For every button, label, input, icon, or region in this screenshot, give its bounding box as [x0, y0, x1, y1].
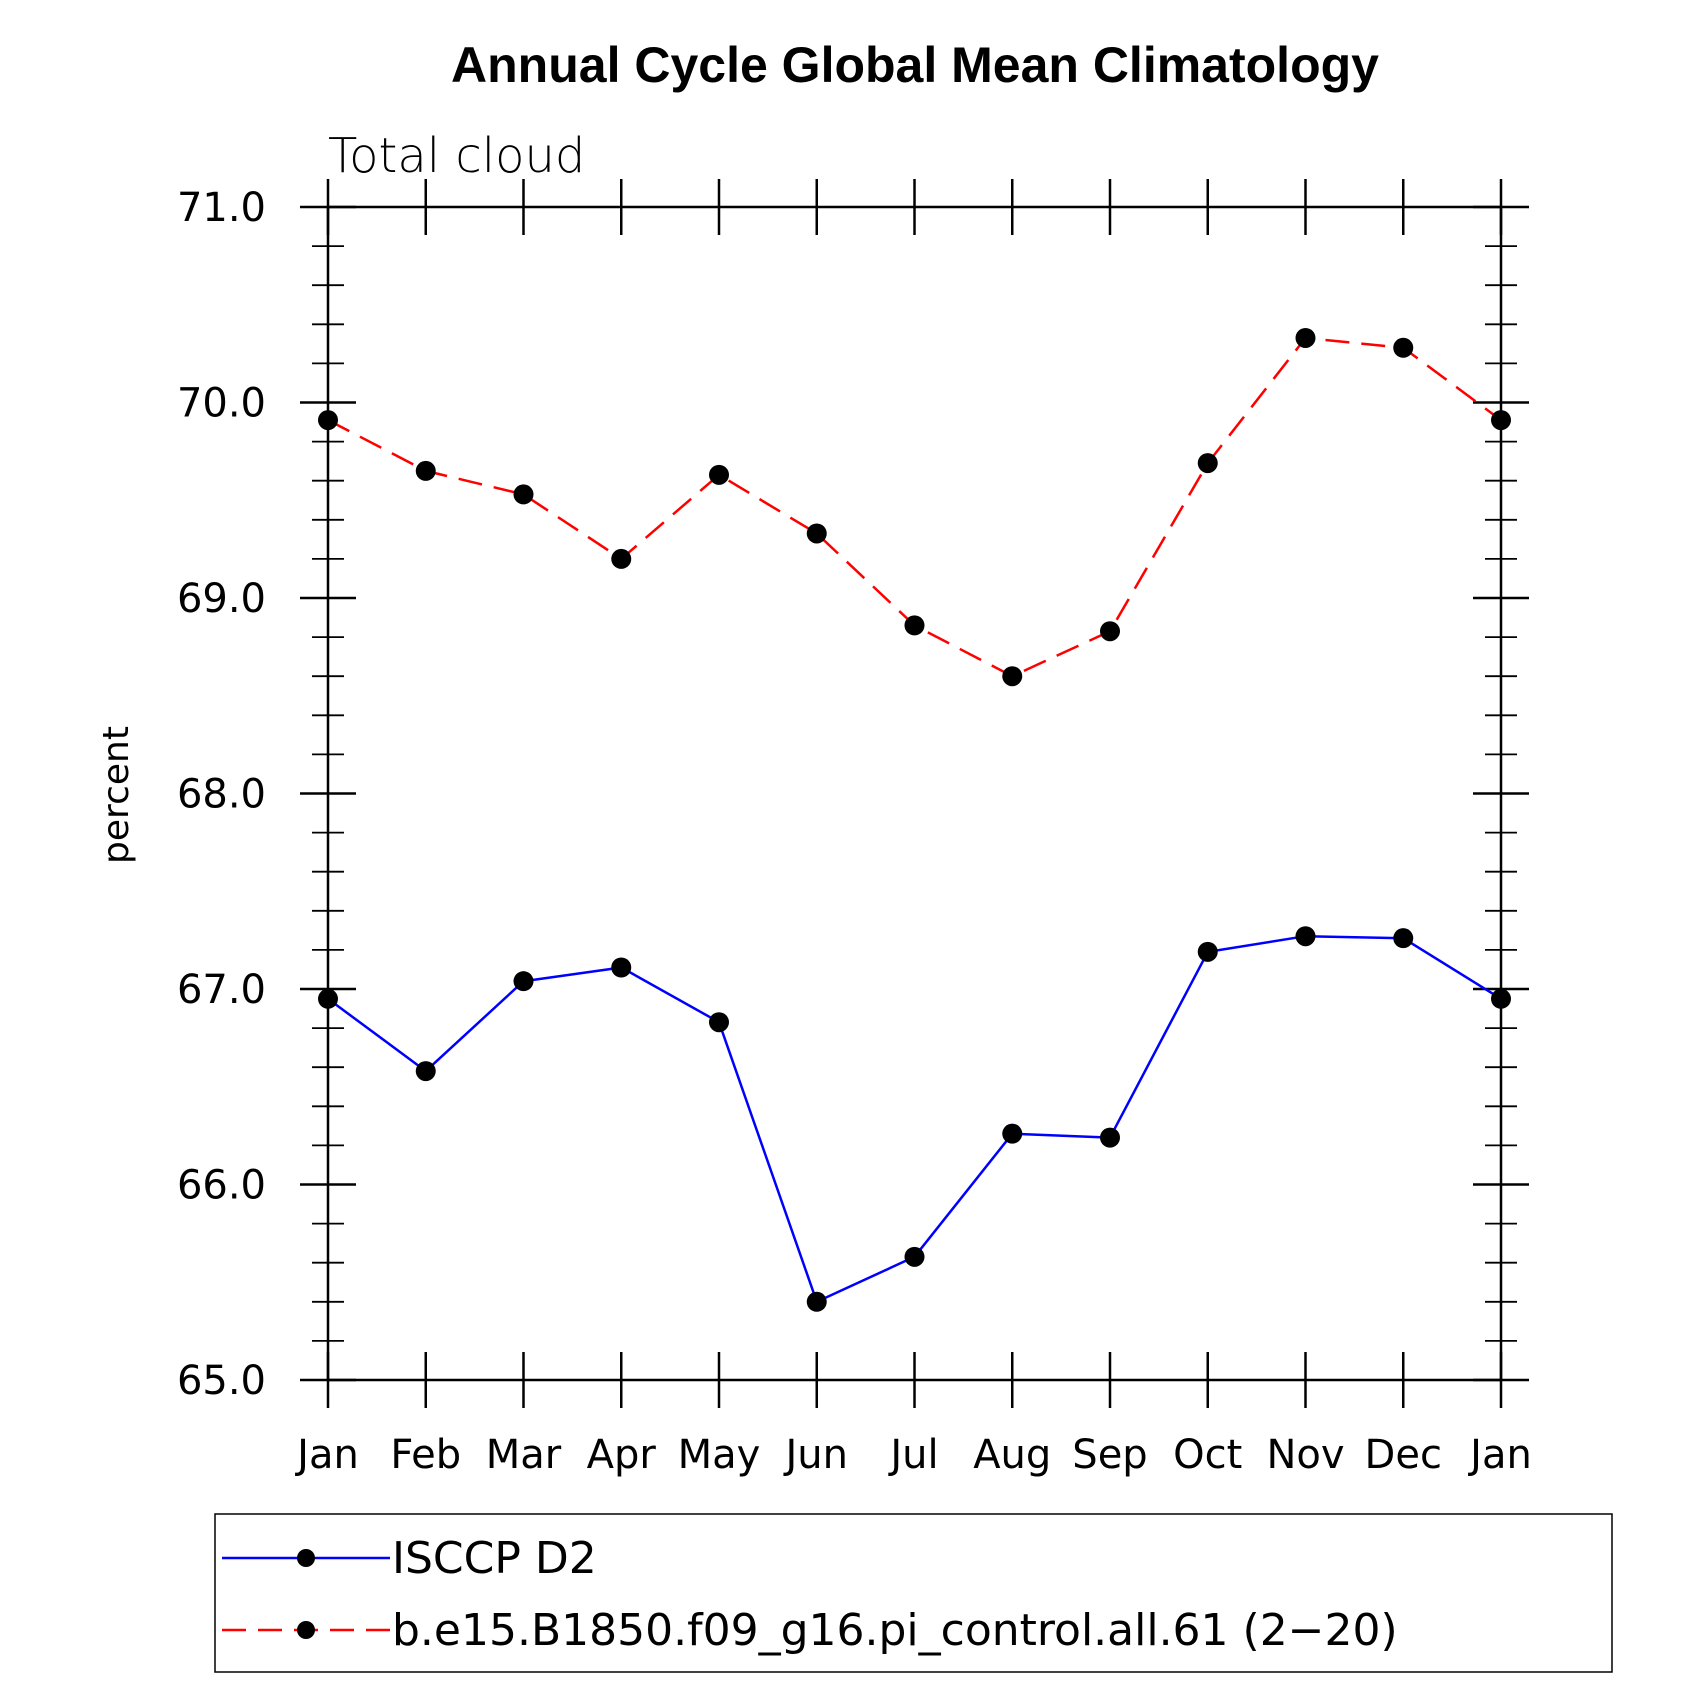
legend-marker-isccp	[297, 1549, 315, 1567]
y-tick-label: 71.0	[177, 185, 266, 231]
data-point	[709, 464, 729, 485]
x-tick-label: Oct	[1173, 1432, 1242, 1478]
x-tick-label: Jan	[294, 1432, 359, 1478]
y-tick-label: 66.0	[177, 1163, 266, 1209]
data-point	[1197, 941, 1218, 962]
y-axis-label: percent	[96, 726, 137, 864]
series-group	[318, 327, 1511, 1312]
legend-box	[214, 1513, 1613, 1673]
y-tick-labels: 65.0 66.0 67.0 68.0 69.0 70.0 71.0	[177, 185, 266, 1404]
data-point	[611, 957, 632, 978]
y-tick-label: 68.0	[177, 772, 266, 818]
data-point	[1393, 928, 1414, 949]
data-point	[1100, 1127, 1120, 1148]
data-point	[318, 988, 338, 1009]
x-tick-label: Sep	[1072, 1432, 1147, 1478]
legend-marker-model	[297, 1621, 315, 1639]
x-tick-label: May	[678, 1432, 761, 1478]
x-tick-label: Dec	[1365, 1432, 1442, 1478]
x-tick-labels: Jan Feb Mar Apr May Jun Jul Aug Sep Oct Nov Dec Jan	[294, 1432, 1532, 1478]
data-point	[806, 1291, 827, 1312]
data-point	[513, 484, 534, 505]
y-tick-label: 70.0	[177, 381, 266, 427]
chart-subtitle: Total cloud	[328, 128, 585, 184]
x-tick-label: Jun	[783, 1432, 849, 1478]
data-point	[1100, 621, 1120, 642]
chart-title: Annual Cycle Global Mean Climatology	[451, 37, 1379, 93]
data-point	[1393, 337, 1414, 358]
y-tick-label: 67.0	[177, 967, 266, 1013]
data-point	[513, 971, 534, 992]
data-point	[904, 615, 925, 636]
legend-label-isccp: ISCCP D2	[392, 1533, 597, 1584]
x-tick-label: Jan	[1467, 1432, 1532, 1478]
data-point	[611, 548, 632, 569]
data-point	[1197, 453, 1218, 474]
y-tick-label: 69.0	[177, 576, 266, 622]
x-tick-label: Nov	[1266, 1432, 1344, 1478]
data-point	[318, 410, 338, 431]
y-tick-label: 65.0	[177, 1358, 266, 1404]
axis-ticks	[300, 179, 1529, 1408]
x-tick-label: Feb	[390, 1432, 461, 1478]
x-tick-label: Jul	[887, 1432, 938, 1478]
x-tick-label: Aug	[973, 1432, 1051, 1478]
data-point	[415, 460, 436, 481]
x-tick-label: Apr	[587, 1432, 657, 1478]
data-point	[709, 1012, 729, 1033]
x-tick-label: Mar	[486, 1432, 562, 1478]
data-point	[1491, 988, 1511, 1009]
data-point	[1002, 1123, 1023, 1144]
data-point	[806, 523, 827, 544]
data-point	[1002, 666, 1023, 687]
legend-label-model: b.e15.B1850.f09_g16.pi_control.all.61 (2…	[392, 1605, 1398, 1656]
plot-frame	[326, 205, 1503, 1382]
legend: ISCCP D2 b.e15.B1850.f09_g16.pi_control.…	[214, 1513, 1613, 1673]
data-point	[1491, 410, 1511, 431]
data-point	[1295, 926, 1316, 947]
data-point	[1295, 327, 1316, 348]
data-point	[415, 1061, 436, 1082]
data-point	[904, 1246, 925, 1267]
